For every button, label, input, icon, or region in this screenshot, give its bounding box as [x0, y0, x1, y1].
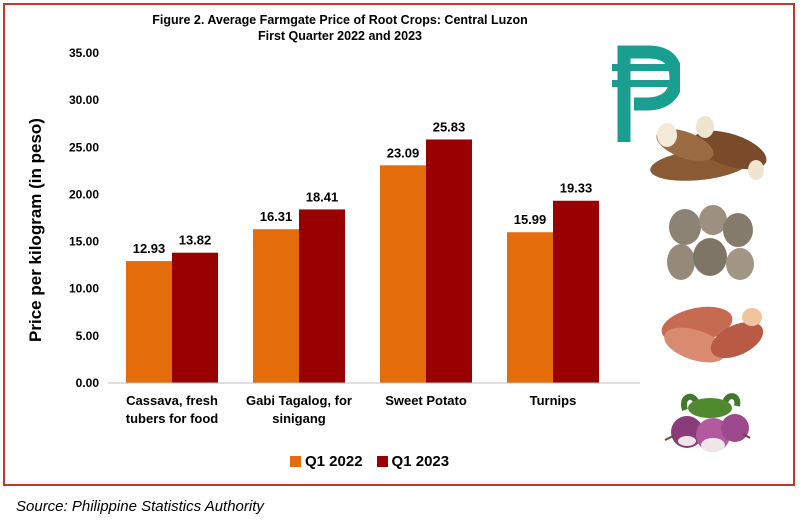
bar	[426, 139, 472, 383]
bar-value-label: 18.41	[306, 189, 339, 204]
x-category-label-line: Gabi Tagalog, for	[246, 393, 352, 408]
chart-title-line2: First Quarter 2022 and 2023	[258, 29, 422, 43]
y-tick-label: 10.00	[69, 282, 99, 296]
y-tick-label: 5.00	[76, 329, 100, 343]
bar-value-label: 12.93	[133, 241, 166, 256]
bar	[299, 209, 345, 383]
bar-value-label: 15.99	[514, 212, 547, 227]
bar	[172, 252, 218, 383]
bar	[126, 261, 172, 383]
y-tick-label: 15.00	[69, 235, 99, 249]
x-category-label: Cassava, fresh tubers for food	[112, 392, 232, 428]
legend-swatch-q1-2023	[376, 456, 388, 467]
bar	[380, 165, 426, 383]
chart-title-line1: Figure 2. Average Farmgate Price of Root…	[152, 13, 528, 27]
legend-swatch-q1-2022	[290, 456, 301, 467]
bar-labels: 12.93 13.82 16.31 18.41 23.09 25.83 15.99 19.33	[133, 119, 593, 256]
chart-title: Figure 2. Average Farmgate Price of Root…	[130, 12, 550, 44]
peso-sign-icon	[612, 45, 680, 142]
cassava-image	[650, 116, 767, 181]
bar-value-label: 23.09	[387, 145, 420, 160]
x-category-label-line: sinigang	[272, 411, 326, 426]
y-tick-label: 25.00	[69, 140, 99, 154]
x-category-label: Gabi Tagalog, for sinigang	[239, 392, 359, 428]
bars	[126, 139, 599, 383]
bar-value-label: 16.31	[260, 209, 293, 224]
legend-item-q1-2023: Q1 2023	[376, 453, 450, 470]
y-tick-label: 30.00	[69, 93, 99, 107]
x-category-label-line: Cassava, fresh	[126, 393, 218, 408]
x-category-label: Turnips	[493, 392, 613, 410]
bar-value-label: 13.82	[179, 233, 212, 248]
x-category-label-line: tubers for food	[125, 411, 219, 426]
bar-value-label: 25.83	[433, 119, 466, 134]
legend: Q1 2022 Q1 2023	[290, 453, 463, 470]
sweet-potato-image	[661, 306, 764, 363]
x-category-label-line: Turnips	[529, 393, 577, 408]
y-axis-ticks: 0.00 5.00 10.00 15.00 20.00 25.00 30.00 35.00	[69, 46, 99, 390]
legend-item-q1-2022: Q1 2022	[290, 453, 363, 470]
bar	[253, 229, 299, 383]
bar-value-label: 19.33	[560, 181, 593, 196]
x-category-label: Sweet Potato	[366, 392, 486, 410]
legend-label-q1-2022: Q1 2022	[305, 453, 363, 470]
y-tick-label: 0.00	[76, 376, 100, 390]
x-category-label-line: Sweet Potato	[385, 393, 467, 408]
turnips-image	[664, 393, 751, 452]
legend-label-q1-2023: Q1 2023	[391, 453, 450, 470]
bar	[507, 232, 553, 383]
source-note: Source: Philippine Statistics Authority	[16, 498, 264, 515]
gabi-image	[667, 205, 754, 280]
bar	[553, 200, 599, 383]
y-tick-label: 20.00	[69, 187, 99, 201]
y-tick-label: 35.00	[69, 46, 99, 60]
